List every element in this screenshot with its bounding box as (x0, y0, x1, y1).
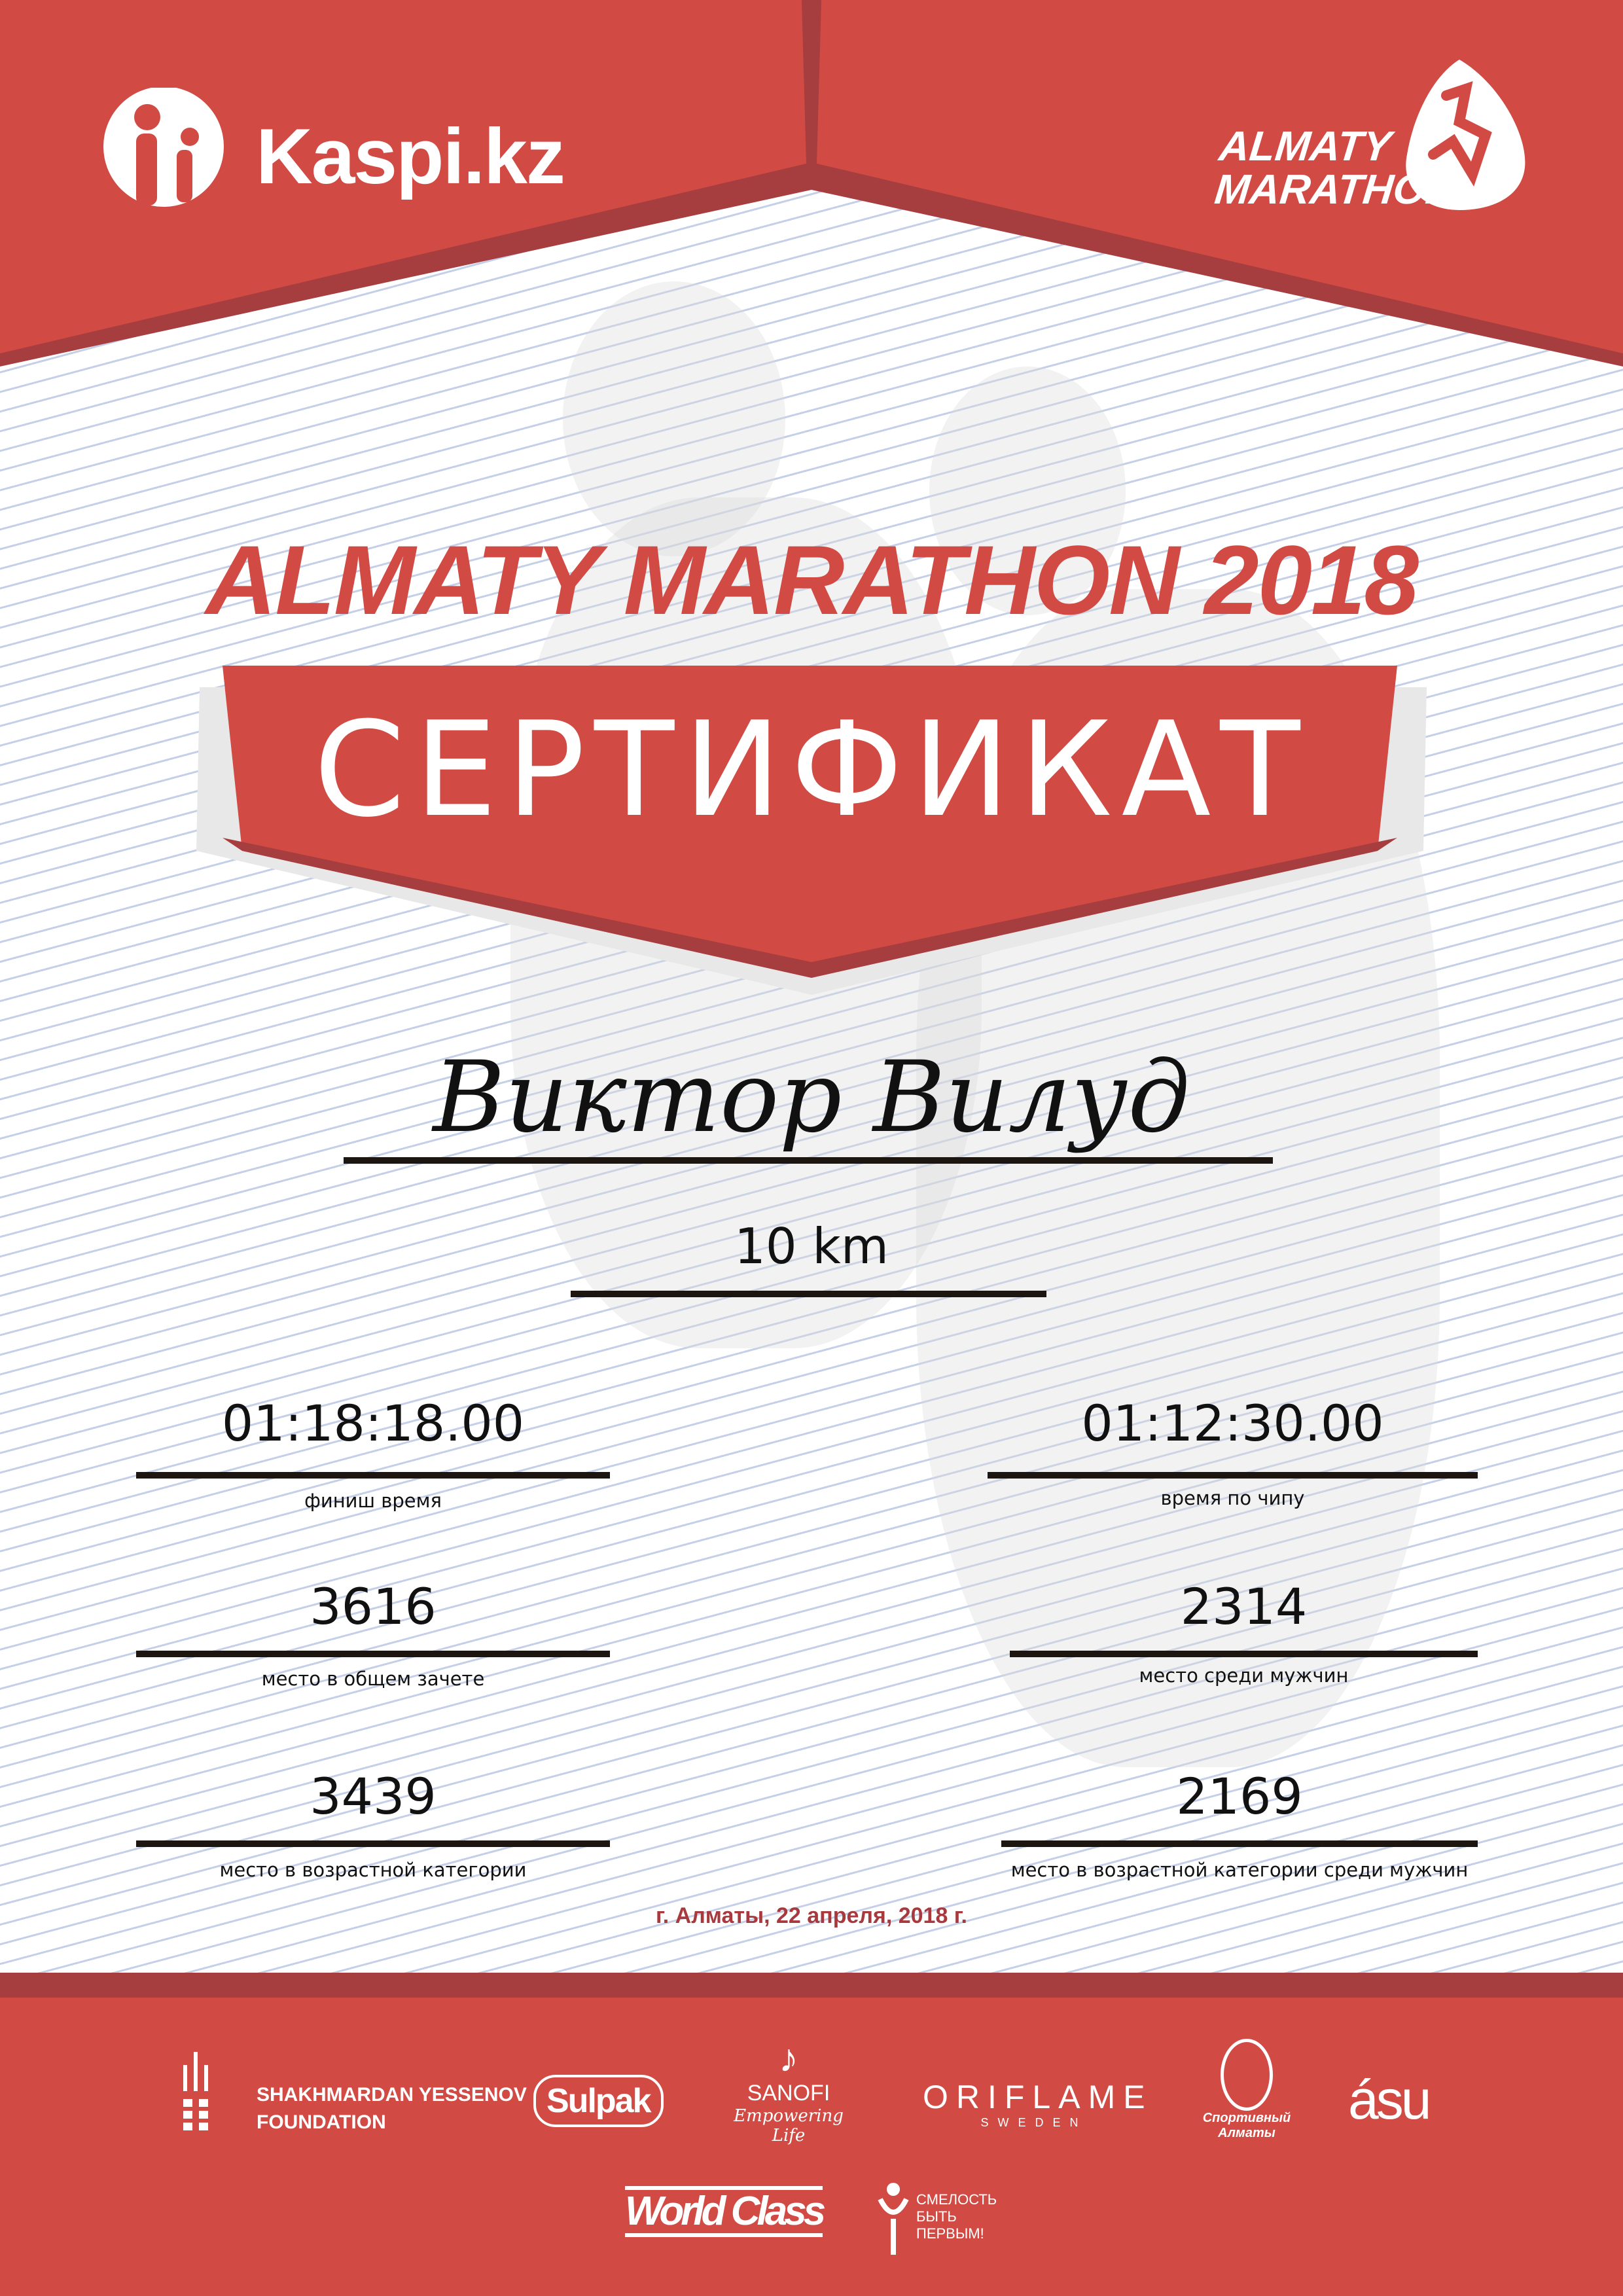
age-men-place-label: место в возрастной категории среди мужчи… (1010, 1859, 1469, 1881)
logo-line-2: MARATHON (1212, 166, 1459, 213)
date-place: г. Алматы, 22 апреля, 2018 г. (656, 1903, 967, 1928)
chip-time-label: время по чипу (1160, 1487, 1305, 1509)
kaspi-logo-icon (103, 88, 224, 207)
kaspi-logo-text: Kaspi.kz (256, 113, 565, 200)
distance: 10 km (734, 1217, 889, 1275)
chip-time-value: 01:12:30.00 (1081, 1394, 1384, 1452)
sponsor-text: SHAKHMARDAN YESSENOV (257, 2084, 527, 2106)
overall-place-label: место в общем зачете (261, 1668, 485, 1690)
oriflame-logo: ORIFLAME SWEDEN (923, 2078, 1145, 2130)
logo-line-1: ALMATY (1217, 122, 1394, 170)
runner-photo-man (563, 281, 785, 556)
sponsor-footer (0, 1973, 1623, 2296)
name-underline (344, 1157, 1273, 1164)
finish-time-label: финиш время (304, 1490, 442, 1512)
men-place-value: 2314 (1180, 1577, 1308, 1636)
fund-figure-icon (878, 2183, 909, 2255)
participant-name: Виктор Вилуд (433, 1041, 1190, 1155)
sanofi-logo: ♪ SANOFI Empowering Life (726, 2036, 851, 2145)
overall-place-value: 3616 (310, 1577, 437, 1636)
men-place-label: место среди мужчин (1139, 1664, 1349, 1687)
runner-photo-woman (929, 367, 1126, 615)
chip-time-underline (988, 1472, 1478, 1479)
finish-time-underline (136, 1472, 610, 1479)
sportivny-almaty-logo: Спортивный Алматы (1201, 2039, 1293, 2141)
sulpak-logo: Sulpak (533, 2075, 664, 2127)
sponsor-text: Спортивный Алматы (1202, 2111, 1291, 2140)
men-place-underline (1010, 1651, 1478, 1657)
certificate-heading: СЕРТИФИКАТ (313, 694, 1310, 846)
finish-time-value: 01:18:18.00 (221, 1394, 525, 1452)
distance-underline (571, 1291, 1046, 1297)
sponsor-text: ORIFLAME (923, 2079, 1153, 2115)
age-place-label: место в возрастной категории (219, 1859, 527, 1881)
age-place-underline (136, 1840, 610, 1847)
almaty-marathon-logo-icon (1406, 60, 1525, 210)
sponsor-text: SWEDEN (980, 2116, 1088, 2129)
event-title: ALMATY MARATHON 2018 (205, 525, 1419, 635)
asu-logo: ásu (1348, 2069, 1431, 2130)
world-class-logo: World Class (625, 2186, 826, 2237)
age-men-place-value: 2169 (1176, 1767, 1303, 1825)
sanofi-icon: ♪ (779, 2036, 798, 2080)
sponsor-text: FOUNDATION (257, 2111, 386, 2133)
emblem-icon (1221, 2039, 1273, 2111)
sponsor-text: БЫТЬ (916, 2208, 957, 2225)
yessenov-icon (183, 2052, 208, 2130)
age-men-place-underline (1001, 1840, 1478, 1847)
almaty-marathon-logo-text: ALMATY MARATHON (1212, 122, 1463, 213)
sponsor-text: СМЕЛОСТЬ (916, 2191, 997, 2208)
overall-place-underline (136, 1651, 610, 1657)
age-place-value: 3439 (310, 1767, 437, 1825)
sponsor-text: SANOFI (747, 2081, 830, 2106)
sponsor-text: Empowering Life (734, 2106, 844, 2145)
sponsor-text: ПЕРВЫМ! (916, 2225, 984, 2242)
